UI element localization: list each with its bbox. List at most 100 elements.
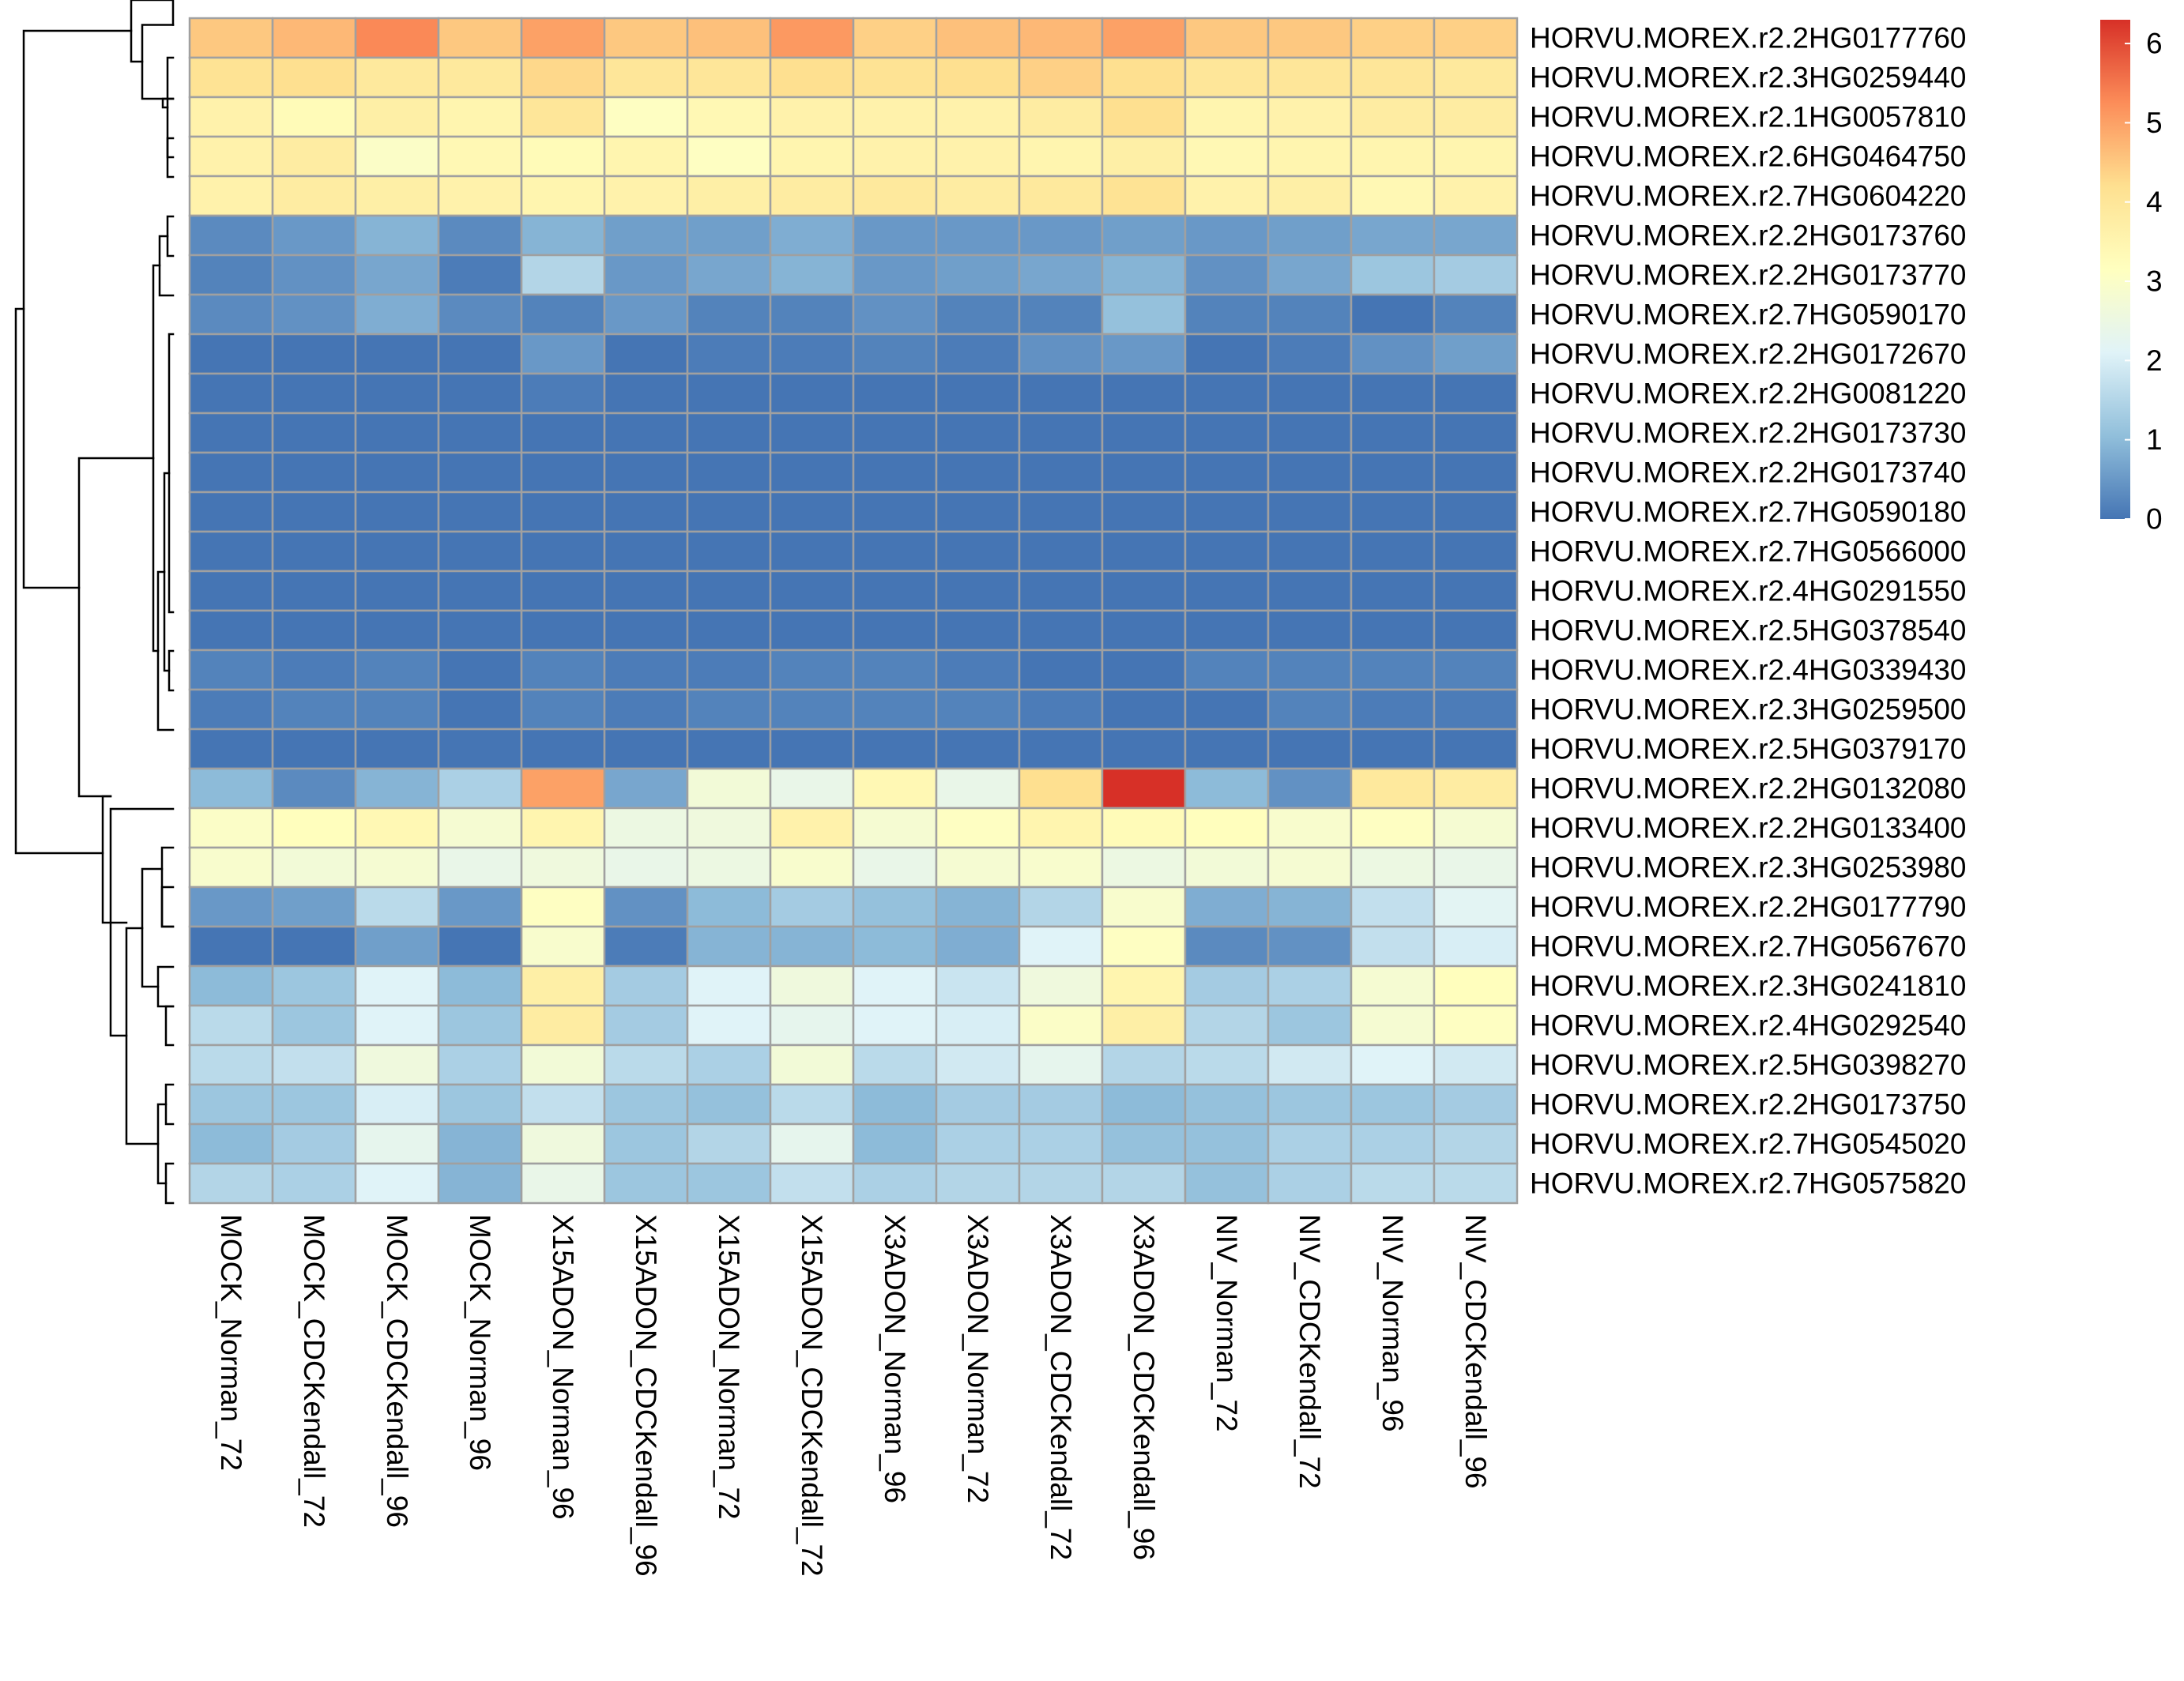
heatmap-cell bbox=[935, 214, 1021, 257]
heatmap-cell bbox=[1350, 1004, 1436, 1047]
heatmap-cell bbox=[935, 96, 1021, 138]
heatmap-cell bbox=[437, 688, 523, 731]
heatmap-cell bbox=[520, 1083, 606, 1126]
row-label: HORVU.MOREX.r2.2HG0133400 bbox=[1530, 812, 1967, 844]
heatmap-cell bbox=[1184, 925, 1270, 968]
heatmap-cell bbox=[852, 925, 938, 968]
heatmap-cell bbox=[686, 412, 772, 454]
heatmap-cell bbox=[354, 688, 440, 731]
heatmap-cell bbox=[188, 135, 274, 178]
heatmap-cell bbox=[852, 688, 938, 731]
heatmap-cell bbox=[686, 17, 772, 59]
heatmap-cell bbox=[1433, 767, 1519, 810]
heatmap-cell bbox=[852, 17, 938, 59]
heatmap-cell bbox=[603, 688, 689, 731]
heatmap-cell bbox=[769, 1044, 855, 1086]
heatmap-cell bbox=[1101, 333, 1187, 375]
heatmap-cell bbox=[354, 175, 440, 217]
heatmap-cell bbox=[1267, 451, 1353, 494]
heatmap-cell bbox=[1101, 1083, 1187, 1126]
heatmap-cell bbox=[852, 372, 938, 415]
heatmap-cell bbox=[354, 254, 440, 296]
heatmap-cell bbox=[1101, 491, 1187, 533]
heatmap-cell bbox=[1433, 372, 1519, 415]
heatmap-cell bbox=[1267, 1044, 1353, 1086]
heatmap-cell bbox=[188, 1123, 274, 1165]
column-label: NIV_CDCKendall_96 bbox=[1459, 1214, 1492, 1489]
heatmap-cell bbox=[935, 451, 1021, 494]
heatmap-cell bbox=[603, 17, 689, 59]
heatmap-cell bbox=[354, 886, 440, 928]
heatmap-cell bbox=[437, 17, 523, 59]
row-label: HORVU.MOREX.r2.3HG0259440 bbox=[1530, 62, 1967, 94]
heatmap-cell bbox=[686, 96, 772, 138]
heatmap-cell bbox=[520, 372, 606, 415]
heatmap-cell bbox=[1018, 491, 1104, 533]
heatmap-cell bbox=[1267, 1123, 1353, 1165]
heatmap-cell bbox=[271, 491, 357, 533]
heatmap-cell bbox=[1350, 1044, 1436, 1086]
heatmap-cell bbox=[1018, 767, 1104, 810]
heatmap-cell bbox=[1433, 649, 1519, 691]
heatmap-cell bbox=[1018, 728, 1104, 770]
heatmap-cell bbox=[520, 886, 606, 928]
heatmap-cell bbox=[271, 1162, 357, 1205]
heatmap-cell bbox=[520, 965, 606, 1007]
heatmap-cell bbox=[603, 925, 689, 968]
heatmap-cell bbox=[1267, 96, 1353, 138]
dendrogram-link bbox=[22, 29, 133, 589]
heatmap-cell bbox=[1350, 254, 1436, 296]
dendrogram-link bbox=[158, 235, 175, 297]
heatmap-cell bbox=[686, 570, 772, 612]
heatmap-cell bbox=[603, 293, 689, 336]
heatmap-cell bbox=[1350, 925, 1436, 968]
heatmap-cell bbox=[354, 609, 440, 652]
heatmap-cell bbox=[1350, 96, 1436, 138]
heatmap-cell bbox=[1350, 649, 1436, 691]
heatmap-cell bbox=[852, 451, 938, 494]
heatmap-cell bbox=[686, 846, 772, 889]
heatmap-cell bbox=[1101, 767, 1187, 810]
heatmap-cell bbox=[188, 1044, 274, 1086]
heatmap-cell bbox=[1350, 1083, 1436, 1126]
heatmap-cell bbox=[852, 1123, 938, 1165]
heatmap-cell bbox=[1267, 56, 1353, 99]
heatmap-cell bbox=[935, 372, 1021, 415]
dendrogram-link bbox=[156, 1103, 168, 1185]
heatmap-cell bbox=[852, 649, 938, 691]
heatmap-cell bbox=[354, 1004, 440, 1047]
heatmap-cell bbox=[437, 1123, 523, 1165]
heatmap-cell bbox=[188, 491, 274, 533]
column-label: MOCK_CDCKendall_72 bbox=[298, 1214, 330, 1528]
heatmap-cell bbox=[935, 688, 1021, 731]
heatmap-cell bbox=[686, 728, 772, 770]
heatmap-cell bbox=[437, 175, 523, 217]
heatmap-cell bbox=[935, 728, 1021, 770]
heatmap-cell bbox=[1433, 333, 1519, 375]
heatmap-cell bbox=[271, 372, 357, 415]
heatmap-cell bbox=[188, 372, 274, 415]
heatmap-cell bbox=[1350, 728, 1436, 770]
heatmap-cell bbox=[1350, 333, 1436, 375]
heatmap-cell bbox=[852, 1044, 938, 1086]
heatmap-cell bbox=[1018, 609, 1104, 652]
row-labels: HORVU.MOREX.r2.2HG0177760 HORVU.MOREX.r2.… bbox=[1530, 22, 1967, 1200]
heatmap-cell bbox=[686, 886, 772, 928]
heatmap-cell bbox=[935, 807, 1021, 849]
heatmap-cell bbox=[1101, 56, 1187, 99]
row-label: HORVU.MOREX.r2.2HG0081220 bbox=[1530, 378, 1967, 410]
heatmap-cell bbox=[1267, 767, 1353, 810]
heatmap-cell bbox=[1350, 17, 1436, 59]
heatmap-cell bbox=[1184, 1083, 1270, 1126]
heatmap-cell bbox=[935, 886, 1021, 928]
heatmap-cell bbox=[1350, 451, 1436, 494]
heatmap-cell bbox=[769, 767, 855, 810]
heatmap-cell bbox=[1018, 1044, 1104, 1086]
heatmap-cell bbox=[1433, 886, 1519, 928]
heatmap-cell bbox=[1101, 412, 1187, 454]
heatmap-cell bbox=[769, 530, 855, 573]
heatmap-cell bbox=[1433, 1162, 1519, 1205]
heatmap-cell bbox=[188, 451, 274, 494]
heatmap-cell bbox=[603, 214, 689, 257]
heatmap-cell bbox=[1018, 214, 1104, 257]
